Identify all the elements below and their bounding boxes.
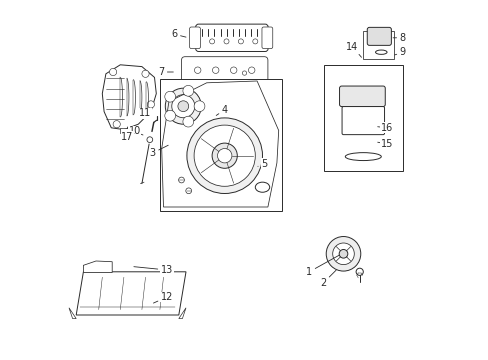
Circle shape <box>339 249 347 258</box>
Circle shape <box>186 118 262 194</box>
Circle shape <box>242 71 246 75</box>
Ellipse shape <box>375 50 386 54</box>
Circle shape <box>142 70 149 77</box>
Text: 14: 14 <box>346 42 361 57</box>
Text: 5: 5 <box>257 159 267 169</box>
Circle shape <box>217 148 231 163</box>
Circle shape <box>238 39 243 44</box>
FancyBboxPatch shape <box>195 24 267 51</box>
Text: 11: 11 <box>139 108 151 118</box>
Text: 3: 3 <box>149 145 168 158</box>
Circle shape <box>183 116 193 127</box>
Circle shape <box>109 68 117 76</box>
Circle shape <box>209 39 214 44</box>
Polygon shape <box>76 272 185 315</box>
Polygon shape <box>179 308 185 319</box>
Circle shape <box>194 101 204 112</box>
Text: 13: 13 <box>134 265 173 275</box>
Circle shape <box>248 67 254 73</box>
Polygon shape <box>83 261 112 273</box>
Text: 6: 6 <box>171 29 185 39</box>
Text: 7: 7 <box>158 67 173 77</box>
Circle shape <box>332 243 354 265</box>
Bar <box>160 79 282 211</box>
Circle shape <box>224 39 228 44</box>
Circle shape <box>194 125 255 186</box>
FancyBboxPatch shape <box>366 27 390 45</box>
Bar <box>363 31 393 59</box>
Text: 10: 10 <box>128 126 142 136</box>
Polygon shape <box>69 308 76 319</box>
Text: 4: 4 <box>216 105 227 116</box>
Ellipse shape <box>345 153 381 161</box>
Circle shape <box>178 101 188 112</box>
Text: 2: 2 <box>320 270 335 288</box>
Circle shape <box>212 143 237 168</box>
Text: 1: 1 <box>305 255 339 277</box>
Circle shape <box>183 85 193 96</box>
Circle shape <box>164 110 175 121</box>
Circle shape <box>185 188 191 194</box>
Circle shape <box>165 88 201 124</box>
FancyBboxPatch shape <box>262 27 272 49</box>
FancyBboxPatch shape <box>181 57 267 84</box>
Circle shape <box>178 177 184 183</box>
FancyBboxPatch shape <box>339 86 385 107</box>
FancyBboxPatch shape <box>189 27 200 49</box>
Polygon shape <box>120 128 133 133</box>
Circle shape <box>212 67 219 73</box>
Polygon shape <box>102 65 156 130</box>
Circle shape <box>325 237 360 271</box>
FancyBboxPatch shape <box>342 107 384 135</box>
Circle shape <box>146 137 152 143</box>
Text: 16: 16 <box>377 123 392 133</box>
Circle shape <box>147 101 154 108</box>
Circle shape <box>164 91 175 102</box>
Circle shape <box>252 39 257 44</box>
Circle shape <box>355 268 363 275</box>
Text: 12: 12 <box>153 292 173 303</box>
Circle shape <box>113 121 120 128</box>
Text: 8: 8 <box>392 33 405 43</box>
Circle shape <box>194 67 201 73</box>
Circle shape <box>230 67 237 73</box>
Text: 17: 17 <box>121 127 133 142</box>
Circle shape <box>171 95 194 118</box>
Ellipse shape <box>255 182 269 192</box>
Text: 15: 15 <box>377 139 392 149</box>
Text: 9: 9 <box>394 47 405 57</box>
Bar <box>323 65 402 171</box>
